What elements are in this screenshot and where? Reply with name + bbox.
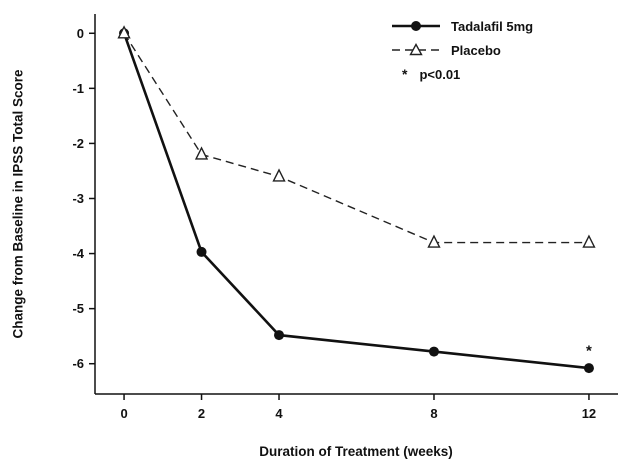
- y-tick-label: -3: [72, 191, 84, 206]
- x-tick-label: 2: [198, 406, 205, 421]
- x-axis-title: Duration of Treatment (weeks): [259, 444, 453, 459]
- open-triangle-marker: [427, 234, 441, 248]
- significance-symbol: *: [402, 66, 408, 82]
- significance-asterisk: *: [586, 342, 592, 359]
- legend: Tadalafil 5mg Placebo * p<0.01: [390, 16, 533, 84]
- significance-text: p<0.01: [419, 66, 461, 82]
- series-placebo: [117, 25, 596, 248]
- open-triangle-marker: [117, 25, 131, 39]
- legend-item-tadalafil: Tadalafil 5mg: [390, 16, 533, 36]
- x-tick-label: 8: [430, 406, 437, 421]
- y-tick-label: -4: [72, 246, 84, 261]
- legend-label-placebo: Placebo: [451, 42, 501, 58]
- filled-circle-marker: [428, 346, 439, 357]
- x-tick-label: 4: [275, 406, 283, 421]
- filled-circle-marker: [274, 330, 285, 341]
- y-tick-label: -6: [72, 356, 84, 371]
- filled-circle-marker: [583, 363, 594, 374]
- y-tick-label: -5: [72, 301, 84, 316]
- solid-line-filled-circle-icon: [392, 21, 440, 31]
- y-tick-label: -1: [72, 81, 84, 96]
- x-tick-label: 0: [120, 406, 127, 421]
- filled-circle-marker: [196, 246, 207, 257]
- open-triangle-marker: [582, 234, 596, 248]
- legend-label-tadalafil: Tadalafil 5mg: [451, 18, 534, 34]
- legend-item-placebo: Placebo: [390, 40, 533, 60]
- y-tick-label: 0: [77, 26, 84, 41]
- dashed-line-open-triangle-icon: [392, 43, 440, 56]
- tick-labels: 0 2 4 8 12 0 -1 -2 -3 -4 -5 -6: [72, 26, 596, 421]
- x-tick-label: 12: [582, 406, 596, 421]
- y-tick-label: -2: [72, 136, 84, 151]
- y-axis-title: Change from Baseline in IPSS Total Score: [10, 69, 26, 339]
- open-triangle-marker: [194, 146, 209, 160]
- axes: [89, 14, 618, 400]
- open-triangle-marker: [272, 168, 286, 182]
- legend-significance-note: * p<0.01: [390, 64, 533, 84]
